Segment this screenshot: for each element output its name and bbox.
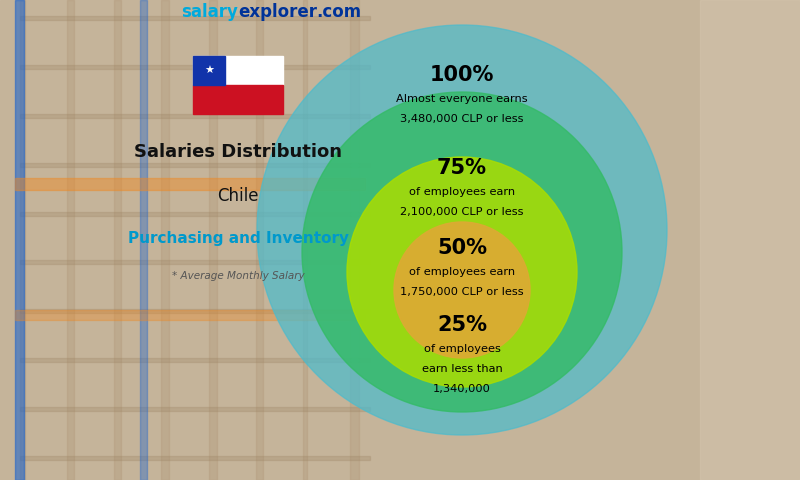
Text: Almost everyone earns: Almost everyone earns [396, 94, 528, 104]
Text: Salaries Distribution: Salaries Distribution [134, 143, 342, 161]
Text: of employees: of employees [423, 344, 501, 354]
Text: salary: salary [181, 3, 238, 21]
Bar [193, 85, 283, 114]
Bar [20, 16, 370, 20]
Text: Purchasing and Inventory: Purchasing and Inventory [127, 230, 349, 245]
Bar [193, 56, 226, 85]
Bar [700, 0, 800, 480]
Bar [15, 178, 365, 190]
Circle shape [394, 222, 530, 358]
Text: 25%: 25% [437, 315, 487, 335]
Bar [20, 0, 26, 480]
Text: .com: .com [316, 3, 361, 21]
Bar [350, 0, 356, 480]
Text: explorer: explorer [238, 3, 317, 21]
Bar [20, 163, 370, 167]
Circle shape [257, 25, 667, 435]
Text: 50%: 50% [437, 238, 487, 258]
Text: of employees earn: of employees earn [409, 267, 515, 277]
Text: Chile: Chile [218, 187, 258, 205]
Circle shape [347, 157, 577, 387]
Bar [209, 0, 216, 480]
Text: 2,100,000 CLP or less: 2,100,000 CLP or less [400, 207, 524, 217]
Bar [20, 261, 370, 264]
Text: 1,340,000: 1,340,000 [433, 384, 491, 394]
Bar [20, 212, 370, 216]
Text: 1,750,000 CLP or less: 1,750,000 CLP or less [400, 287, 524, 297]
Bar [20, 65, 370, 69]
Text: earn less than: earn less than [422, 364, 502, 374]
Bar [15, 310, 365, 320]
Bar [140, 0, 147, 480]
Bar [20, 114, 370, 118]
Bar [20, 407, 370, 411]
Text: 75%: 75% [437, 158, 487, 178]
Bar [20, 456, 370, 460]
Bar [256, 0, 262, 480]
Text: 3,480,000 CLP or less: 3,480,000 CLP or less [400, 114, 524, 124]
Bar [193, 56, 283, 85]
Bar [15, 0, 24, 480]
Text: ★: ★ [204, 65, 214, 75]
Text: 100%: 100% [430, 65, 494, 85]
Bar [20, 358, 370, 362]
Bar [20, 309, 370, 313]
Bar [67, 0, 72, 480]
Circle shape [302, 92, 622, 412]
Bar [162, 0, 170, 480]
Bar [114, 0, 118, 480]
Text: of employees earn: of employees earn [409, 187, 515, 197]
Text: * Average Monthly Salary: * Average Monthly Salary [172, 271, 304, 281]
Bar [303, 0, 307, 480]
